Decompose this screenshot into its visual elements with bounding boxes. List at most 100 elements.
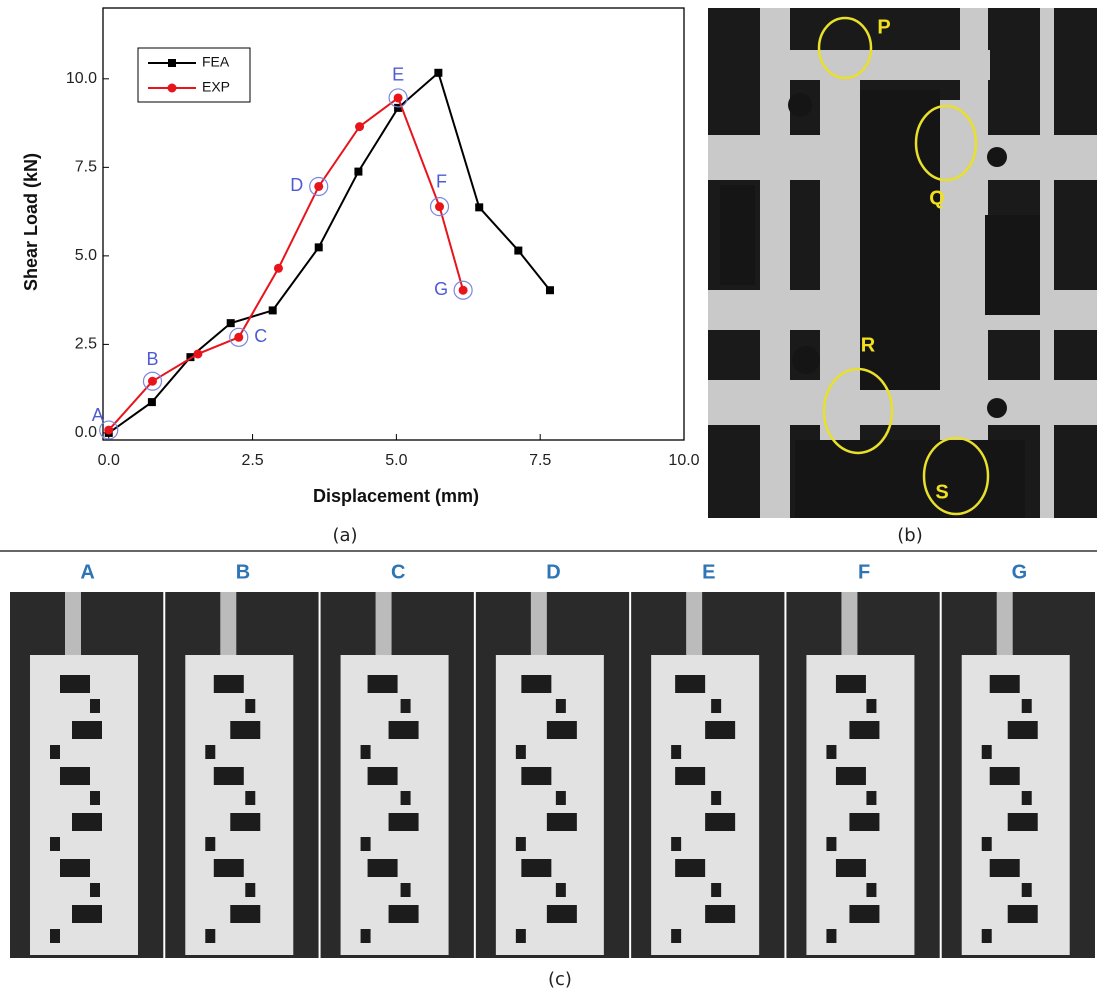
frame-label: A [80,561,94,583]
frame-hole [214,859,244,877]
marker [475,203,483,211]
frame-hole [982,837,992,851]
marker [315,243,323,251]
photo-b [708,8,1097,518]
x-tick-label: 7.5 [529,452,551,469]
photo-label: Q [929,187,945,209]
marker [227,319,235,327]
frame-hole [982,929,992,943]
frame-hole [866,699,876,713]
frame-hole [245,791,255,805]
frame-hole [401,883,411,897]
frame-hole [368,675,398,693]
frame-label: D [546,561,560,583]
y-tick-label: 7.5 [75,159,97,176]
frame-hole [547,721,577,739]
annotation: D [290,175,303,195]
annotation: B [146,349,158,369]
frame-hole [705,905,735,923]
marker [148,377,157,386]
x-axis-label: Displacement (mm) [313,486,479,506]
frame-hole [214,767,244,785]
frame-hole [368,767,398,785]
frame-hole [836,859,866,877]
marker [434,69,442,77]
marker [394,93,403,102]
marker [193,349,202,358]
frame-hole [866,883,876,897]
frame-hole [516,837,526,851]
frame-hole [1022,791,1032,805]
frame-hole [836,675,866,693]
annotation: E [392,65,404,85]
marker [269,306,277,314]
frame-rod [65,592,81,662]
frame-hole [556,791,566,805]
frame-hole [50,745,60,759]
y-axis-label: Shear Load (kN) [21,153,41,291]
frame-hole [230,905,260,923]
frame-hole [205,929,215,943]
frame-hole [671,837,681,851]
frame-hole [849,905,879,923]
frame-label: E [702,561,715,583]
frame-label: F [858,561,870,583]
frame-hole [516,745,526,759]
frame-hole [1022,883,1032,897]
legend-marker [168,84,177,93]
frame-hole [401,791,411,805]
frame-rod [531,592,547,662]
frame-hole [72,721,102,739]
frame-label: C [391,561,405,583]
legend-label: EXP [202,79,230,95]
x-tick-label: 5.0 [385,452,407,469]
frame-hole [90,699,100,713]
frame-hole [521,675,551,693]
frame-hole [368,859,398,877]
frame-hole [556,699,566,713]
frame-hole [389,905,419,923]
annotation: A [92,405,104,425]
x-tick-label: 10.0 [668,452,699,469]
frame-hole [547,813,577,831]
frame-hole [711,699,721,713]
frame-hole [361,837,371,851]
annotation: G [434,279,448,299]
frame-hole [826,745,836,759]
marker [459,286,468,295]
frame-hole [521,767,551,785]
frame-hole [1008,813,1038,831]
marker [314,182,323,191]
frame-hole [90,883,100,897]
frame-hole [60,767,90,785]
frame-hole [389,813,419,831]
frame-hole [1022,699,1032,713]
frame-hole [990,859,1020,877]
frame-hole [361,745,371,759]
legend-box [138,48,250,102]
annotation: C [254,326,267,346]
marker [104,426,113,435]
frame-label: G [1012,561,1028,583]
frame-hole [60,675,90,693]
frame-hole [556,883,566,897]
frame-hole [230,813,260,831]
frame-hole [990,767,1020,785]
frame-hole [671,929,681,943]
frame-rod [841,592,857,662]
frame-hole [705,813,735,831]
panel-label: (b) [897,525,922,546]
frame-hole [1008,905,1038,923]
frame-hole [675,767,705,785]
frame-hole [1008,721,1038,739]
panel-label: (a) [332,525,357,546]
x-tick-label: 2.5 [241,452,263,469]
figure: Displacement (mm) Shear Load (kN) (a) (b… [0,0,1097,996]
frame-hole [205,837,215,851]
marker [274,264,283,273]
frame-hole [671,745,681,759]
frame-hole [50,929,60,943]
frame-hole [849,721,879,739]
frame-hole [230,721,260,739]
frame-hole [826,837,836,851]
